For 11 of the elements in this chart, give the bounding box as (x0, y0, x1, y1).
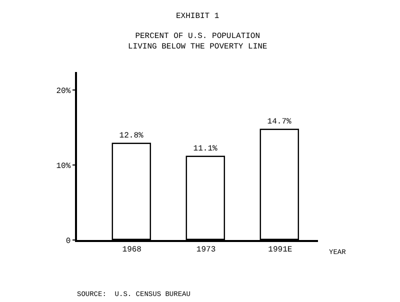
x-tick-label: 1991E (268, 245, 292, 254)
y-tick-label: 0 (66, 236, 71, 246)
y-tick-label: 20% (56, 86, 71, 96)
chart-subtitle: PERCENT OF U.S. POPULATION LIVING BELOW THE POVERTY LINE (128, 32, 268, 52)
data-label: 14.7% (267, 117, 292, 126)
data-label: 11.1% (193, 144, 218, 154)
data-label: 12.8% (119, 131, 144, 140)
y-tick-label: 10% (56, 162, 71, 171)
chart-title: EXHIBIT 1 (176, 12, 220, 21)
x-tick-label: 1973 (196, 245, 216, 254)
x-tick-label: 1968 (122, 245, 142, 254)
